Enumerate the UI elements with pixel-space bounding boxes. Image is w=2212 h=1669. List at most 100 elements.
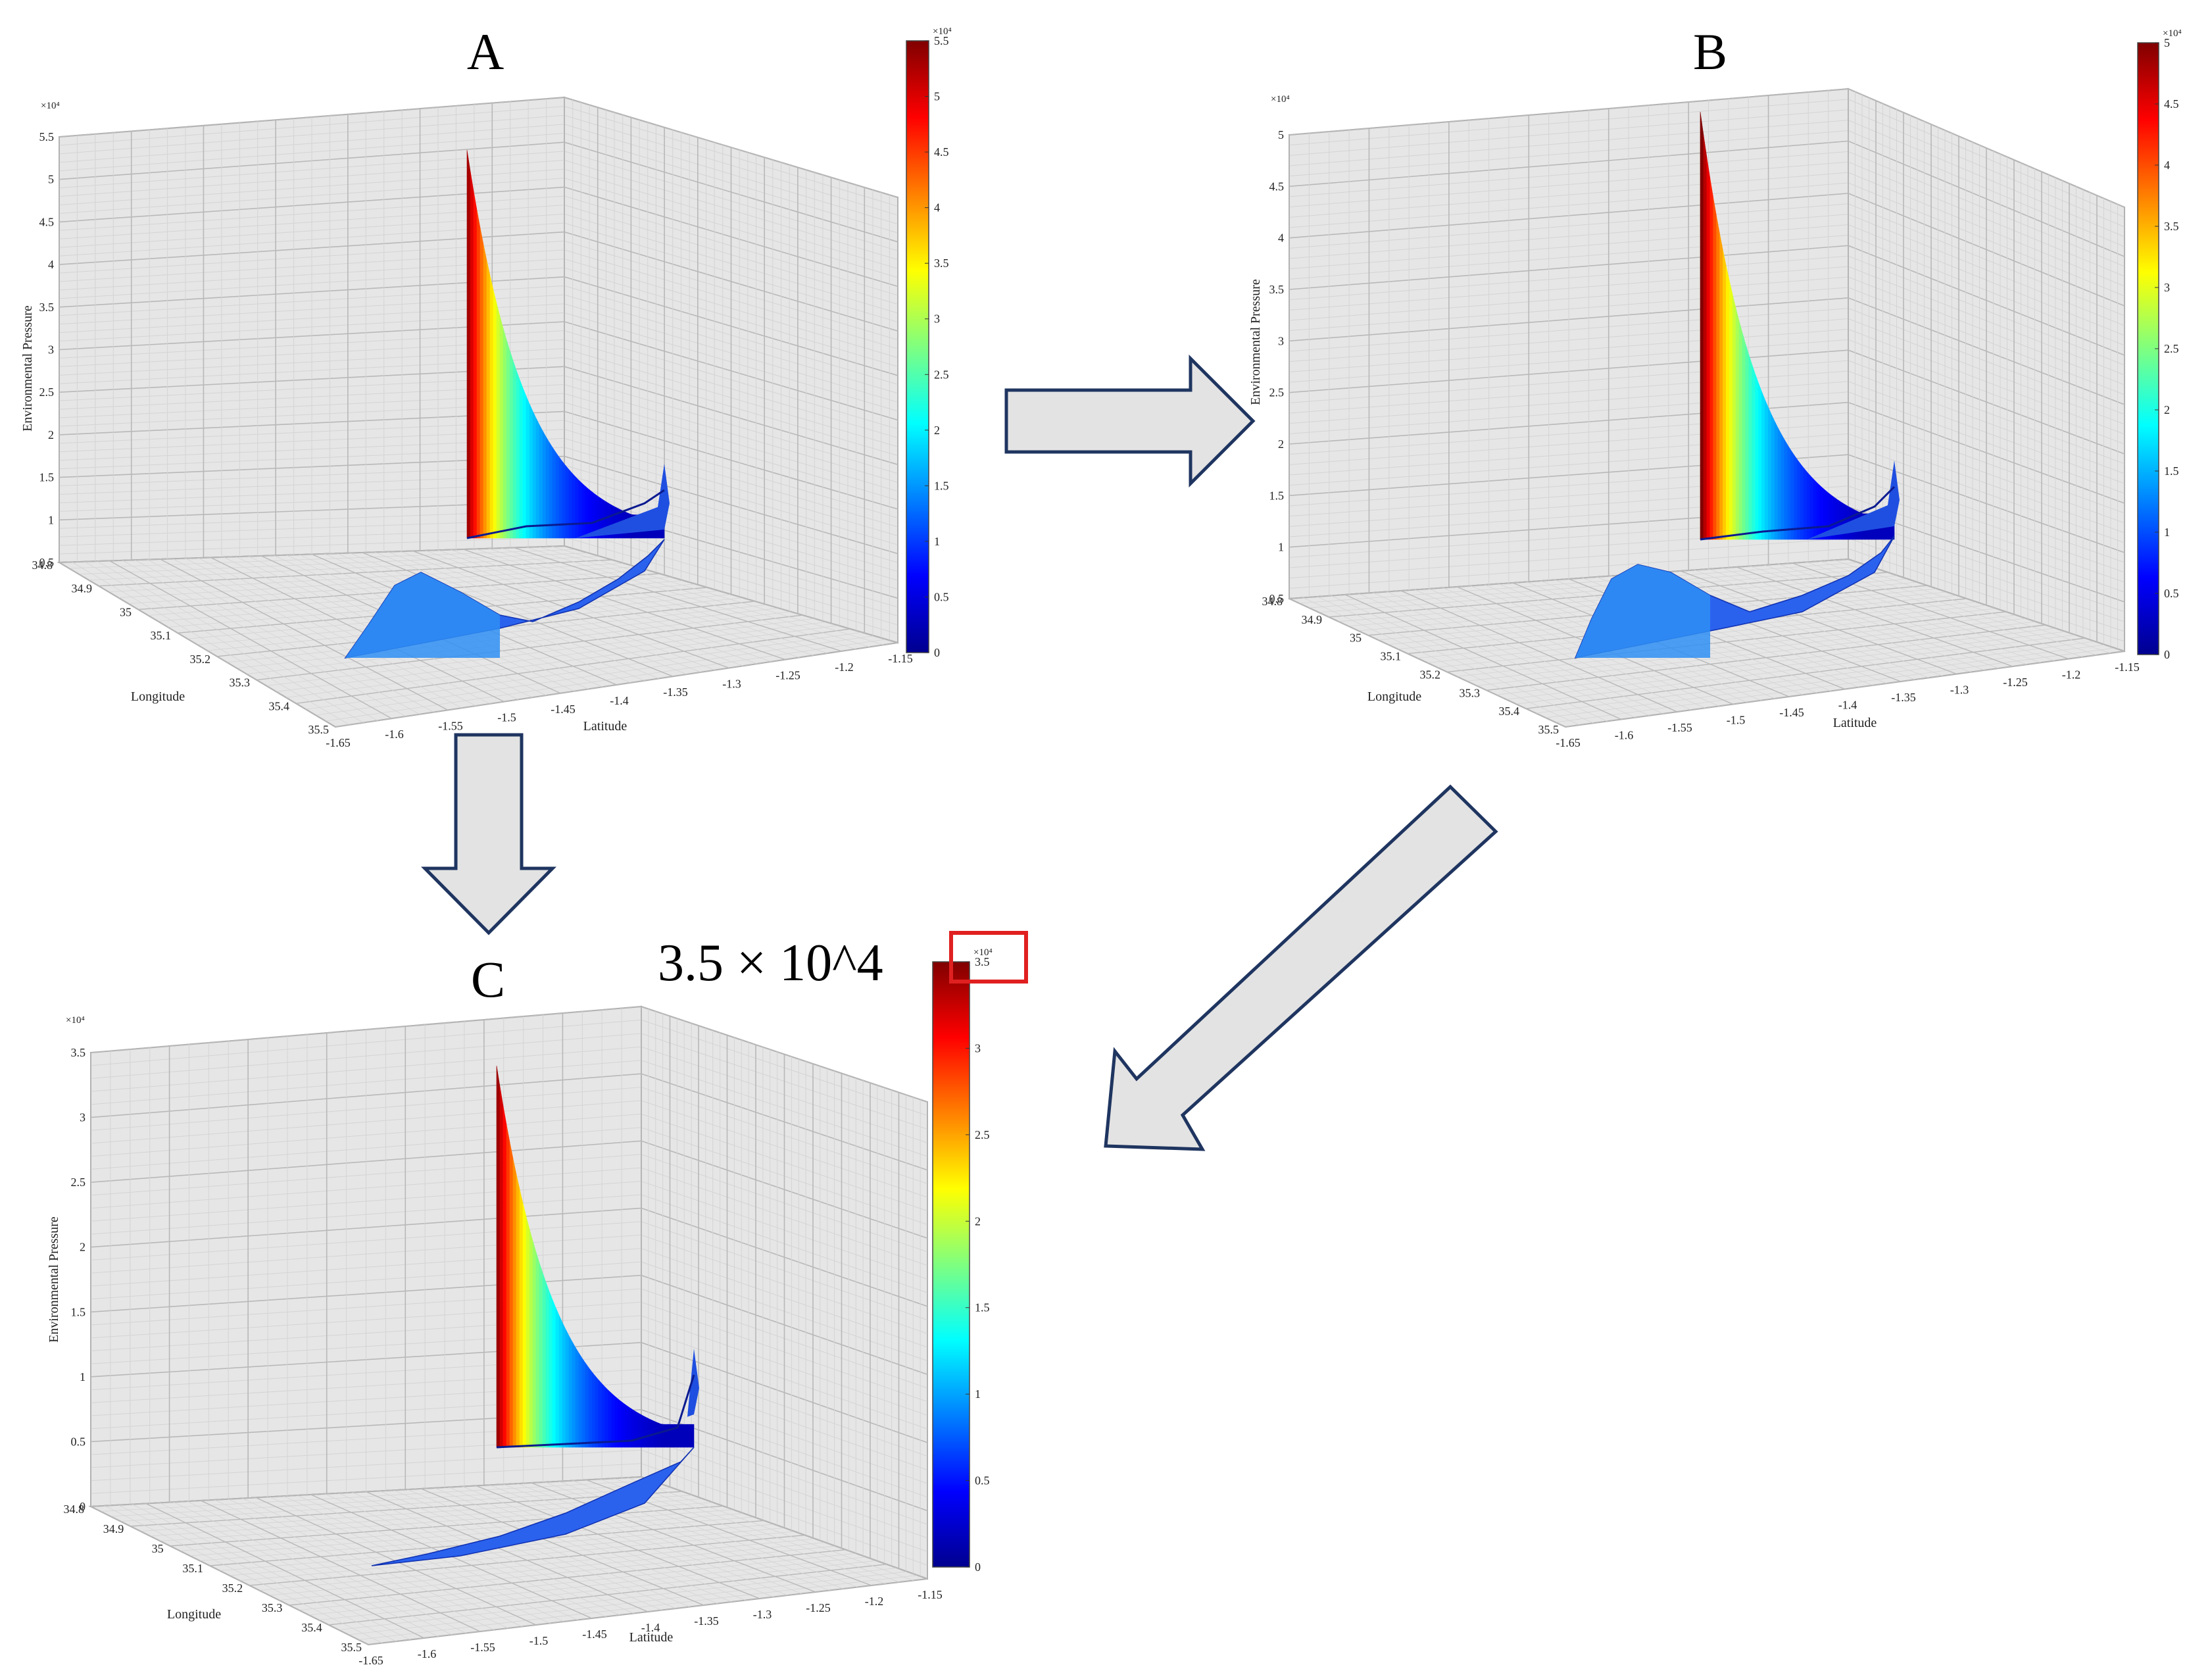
lon-tick-label: 35.1 <box>151 629 172 642</box>
colorbar-tick-label: 1.5 <box>2164 464 2179 478</box>
lat-tick-label: -1.3 <box>722 677 741 690</box>
surface-strip <box>591 1371 596 1448</box>
surface-strip <box>1742 332 1746 540</box>
surface-strip <box>683 1424 688 1448</box>
surface-strip <box>555 1307 560 1448</box>
grid-line-floor <box>71 562 350 726</box>
grid-line-floor <box>109 560 392 719</box>
grid-line-floor <box>1778 564 2055 661</box>
grid-line-floor <box>122 560 406 717</box>
surface-strip <box>1771 414 1775 540</box>
grid-line-floor <box>517 1483 802 1594</box>
lon-tick-label: 34.9 <box>103 1522 124 1535</box>
lat-tick-label: -1.2 <box>2062 668 2081 682</box>
surface-strip <box>526 1216 530 1448</box>
colorbar-tick-label: 1.5 <box>934 479 949 492</box>
surface-strip <box>1700 111 1704 540</box>
colorbar-tick-label: 1 <box>934 535 940 548</box>
lon-tick-label: 35.3 <box>230 676 251 689</box>
grid-line-floor <box>201 1500 481 1632</box>
surface-strip <box>1777 427 1782 540</box>
surface-strip <box>466 149 471 539</box>
grid-line-floor <box>1736 566 2013 667</box>
grid-line-floor <box>90 1506 369 1645</box>
surface-strip <box>529 403 533 539</box>
surface-strip <box>519 379 524 539</box>
surface-strip <box>1816 482 1821 540</box>
surface-strip <box>1787 444 1791 540</box>
surface-strip <box>575 1347 579 1448</box>
grid-line-floor <box>1848 559 2125 652</box>
colorbar-gradient <box>906 40 929 653</box>
grid-line-floor <box>1680 570 1957 675</box>
grid-line-floor <box>1708 568 1985 671</box>
surface-strip <box>644 1416 649 1448</box>
arrow-a-to-c <box>421 733 556 935</box>
colorbar-tick-label: 3.5 <box>975 955 990 968</box>
lat-tick-label: -1.2 <box>835 660 854 674</box>
lon-tick-label: 35.3 <box>1460 686 1481 699</box>
colorbar-tick-label: 1 <box>975 1387 981 1401</box>
grid-line-floor <box>1373 592 1650 716</box>
surface-strip <box>1806 471 1811 540</box>
surface-strip <box>1774 421 1779 540</box>
z-tick-label: 3 <box>48 343 54 357</box>
z-tick-label: 4 <box>1278 232 1284 245</box>
colorbar-tick-label: 2.5 <box>2164 342 2179 355</box>
lat-tick-label: -1.6 <box>418 1647 437 1660</box>
grid-line-floor <box>59 562 336 728</box>
grid-line-floor <box>97 560 378 721</box>
grid-line-floor <box>564 545 898 643</box>
surface-strip <box>1765 399 1769 540</box>
surface-strip <box>1732 295 1736 540</box>
surface-strip <box>476 209 481 539</box>
grid-line-floor <box>420 1488 704 1606</box>
lon-tick-label: 35.2 <box>190 653 211 666</box>
surface-strip <box>509 1142 514 1448</box>
colorbar-tick-label: 3 <box>2164 281 2170 294</box>
surface-strip <box>575 476 579 539</box>
surface-strip <box>641 1414 645 1448</box>
panel-c-surface <box>371 1065 699 1566</box>
surface-strip <box>479 228 484 539</box>
grid-line-floor <box>214 1499 495 1630</box>
grid-line-floor <box>1429 588 1706 709</box>
surface-strip <box>562 461 566 539</box>
panel-b: B 0.511.522.533.544.5534.834.93535.135.2… <box>1248 23 2182 749</box>
grid-line-floor <box>1344 594 1622 720</box>
surface-strip <box>585 486 589 539</box>
lat-tick-label: -1.55 <box>438 719 463 732</box>
surface-strip <box>1819 485 1824 540</box>
colorbar-tick-label: 0 <box>2164 648 2170 661</box>
lat-tick-label: -1.6 <box>1615 729 1634 742</box>
surface-strip <box>1703 135 1708 540</box>
grid-line-floor <box>614 1478 900 1583</box>
grid-line-floor <box>160 559 449 711</box>
z-tick-label: 4 <box>48 258 54 271</box>
surface-strip <box>578 480 583 539</box>
panel-a-z-multiplier: ×10⁴ <box>41 101 60 111</box>
surface-strip <box>512 361 517 539</box>
surface-strip <box>1738 320 1743 540</box>
lon-tick-label: 35.3 <box>262 1601 283 1614</box>
surface-strip <box>1719 234 1723 540</box>
grid-line-floor <box>437 549 758 664</box>
colorbar-tick-label: 1.5 <box>975 1301 990 1314</box>
surface-strip <box>496 1065 501 1448</box>
panel-c: C 0 0.5 1 1.5 2 2.5 3 3.5 34.8 34.9 35 35.1 35.2 35.3… <box>47 947 993 1667</box>
grid-line-floor <box>1317 596 1594 724</box>
z-tick-label: 0.5 <box>71 1435 86 1448</box>
surface-strip <box>1713 197 1717 540</box>
grid-line-floor <box>1331 595 1608 722</box>
grid-line-floor <box>352 1492 634 1614</box>
surface-strip <box>503 328 507 539</box>
lat-tick-label: -1.65 <box>358 1654 383 1667</box>
z-tick-label: 5 <box>1278 128 1284 141</box>
surface-strip <box>581 1357 586 1448</box>
grid-line-floor <box>159 1503 439 1637</box>
surface-base-curve <box>496 1374 695 1449</box>
lat-tick-label: -1.15 <box>2115 660 2140 674</box>
lat-tick-label: -1.2 <box>865 1595 884 1608</box>
surface-strip <box>506 1124 510 1448</box>
surface-strip <box>660 1424 665 1448</box>
